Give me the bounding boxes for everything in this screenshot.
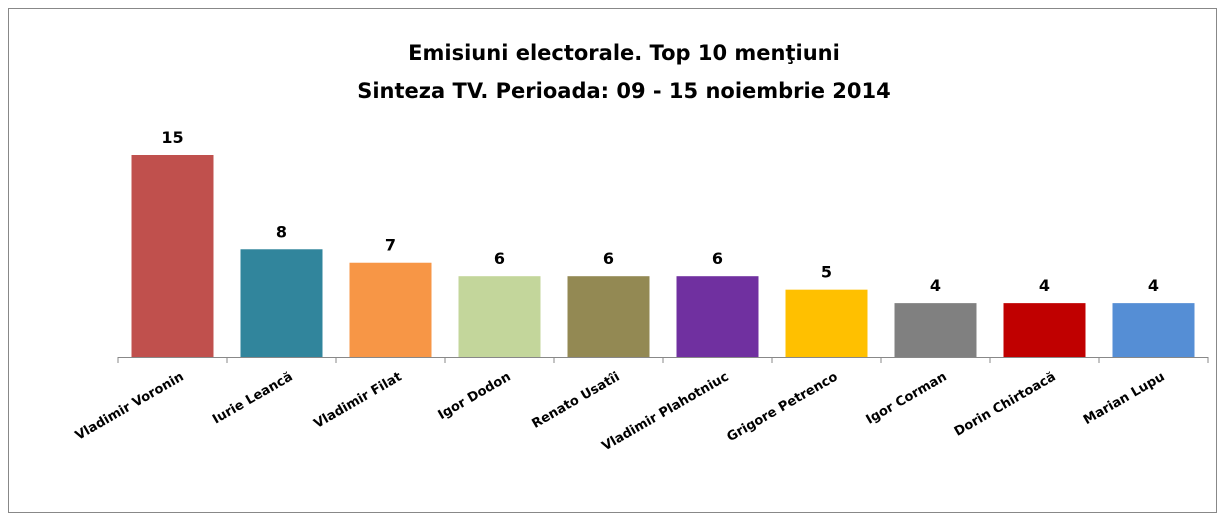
value-label: 8 (276, 222, 287, 241)
chart-title: Emisiuni electorale. Top 10 menţiuni (408, 41, 840, 65)
value-label: 6 (712, 249, 723, 268)
bar (676, 276, 759, 357)
bar (894, 303, 977, 357)
bar (240, 249, 323, 357)
bar (458, 276, 541, 357)
chart-title: Sinteza TV. Perioada: 09 - 15 noiembrie … (357, 79, 891, 103)
bar (1003, 303, 1086, 357)
value-label: 5 (821, 263, 832, 282)
value-label: 4 (1039, 276, 1050, 295)
bar (567, 276, 650, 357)
value-label: 15 (161, 128, 183, 147)
value-label: 4 (930, 276, 941, 295)
value-label: 4 (1148, 276, 1159, 295)
value-label: 7 (385, 236, 396, 255)
bar (131, 155, 214, 357)
bar (1112, 303, 1195, 357)
bar (349, 262, 432, 357)
bar (785, 289, 868, 357)
value-label: 6 (603, 249, 614, 268)
value-label: 6 (494, 249, 505, 268)
